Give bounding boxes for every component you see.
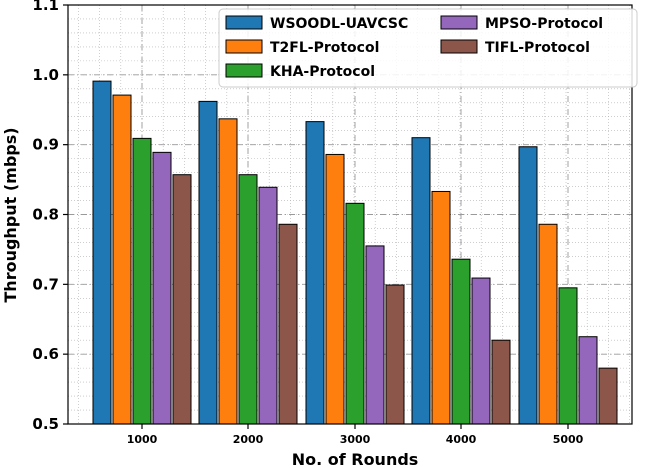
y-axis-title: Throughput (mbps)	[1, 127, 20, 302]
bar-tifl-protocol-2000	[278, 223, 298, 425]
bar-mpso-protocol-2000	[258, 186, 278, 425]
bar-mpso-protocol-1000	[152, 151, 172, 425]
bar-kha-protocol-5000	[558, 287, 578, 425]
legend-swatch-tifl-protocol	[440, 39, 478, 54]
y-tick-label: 0.8	[32, 206, 59, 224]
legend-swatch-mpso-protocol	[440, 15, 478, 30]
bar-wsoodl-uavcsc-2000	[198, 100, 218, 425]
axes: 0.5 0.6 0.7 0.8 0.9 1.0 1.1 1000 2000 3000 4000 500…	[32, 0, 633, 446]
bar-mpso-protocol-4000	[471, 277, 491, 425]
legend-label-tifl-protocol: TIFL-Protocol	[485, 40, 590, 56]
bar-t2fl-protocol-5000	[538, 223, 558, 425]
legend-swatch-wsoodl-uavcsc	[225, 15, 263, 30]
legend-label-kha-protocol: KHA-Protocol	[270, 64, 375, 80]
x-tick-label: 4000	[446, 433, 477, 446]
y-tick-label: 0.5	[32, 415, 59, 433]
legend-label-wsoodl-uavcsc: WSOODL-UAVCSC	[270, 16, 408, 32]
legend-frame	[218, 8, 638, 88]
legend-swatch-kha-protocol	[225, 63, 263, 78]
y-tick-label: 0.6	[32, 345, 59, 363]
bar-kha-protocol-3000	[345, 202, 365, 425]
bar-t2fl-protocol-2000	[218, 118, 238, 425]
bar-wsoodl-uavcsc-3000	[305, 121, 325, 425]
x-tick-label: 1000	[127, 433, 158, 446]
x-tick-label: 2000	[233, 433, 264, 446]
bar-wsoodl-uavcsc-5000	[518, 146, 538, 425]
y-tick-label: 0.9	[32, 136, 59, 154]
bar-tifl-protocol-1000	[172, 174, 192, 425]
x-tick-label: 5000	[553, 433, 584, 446]
bar-kha-protocol-4000	[451, 258, 471, 425]
legend: WSOODL-UAVCSC T2FL-Protocol KHA-Protocol MP…	[218, 8, 638, 88]
bar-t2fl-protocol-3000	[325, 153, 345, 425]
bar-tifl-protocol-4000	[491, 339, 511, 425]
bar-t2fl-protocol-1000	[112, 94, 132, 425]
bar-wsoodl-uavcsc-1000	[92, 80, 112, 425]
bar-mpso-protocol-3000	[365, 245, 385, 425]
legend-swatch-t2fl-protocol	[225, 39, 263, 54]
bar-tifl-protocol-5000	[598, 367, 618, 425]
y-tick-label: 0.7	[32, 275, 59, 293]
bars	[92, 80, 618, 425]
y-tick-label: 1.1	[32, 0, 59, 14]
x-tick-label: 3000	[340, 433, 371, 446]
x-axis-title: No. of Rounds	[292, 450, 419, 468]
bar-kha-protocol-1000	[132, 137, 152, 425]
bar-tifl-protocol-3000	[385, 284, 405, 425]
bar-wsoodl-uavcsc-4000	[411, 137, 431, 425]
bar-kha-protocol-2000	[238, 174, 258, 425]
bar-t2fl-protocol-4000	[431, 190, 451, 425]
y-tick-label: 1.0	[32, 66, 59, 84]
bar-mpso-protocol-5000	[578, 336, 598, 425]
legend-label-t2fl-protocol: T2FL-Protocol	[270, 40, 379, 56]
legend-label-mpso-protocol: MPSO-Protocol	[485, 16, 603, 32]
